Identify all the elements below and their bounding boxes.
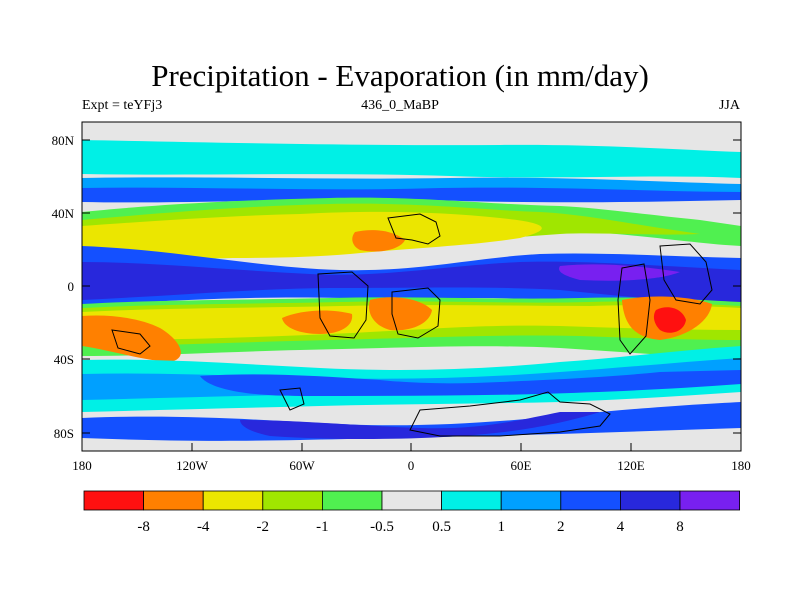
colorbar-label: 0.5 (432, 519, 451, 535)
lon-label-180w: 180 (72, 458, 92, 473)
coastline-antarctica (409, 391, 611, 437)
red-patch-east (653, 307, 686, 333)
orange-patch-west (82, 315, 181, 362)
coastline-continent-4 (617, 263, 651, 355)
blue-band-south (200, 370, 741, 396)
colorbar-label: -0.5 (370, 519, 394, 535)
colorbar-label: 1 (497, 519, 505, 535)
cyan-band-north (82, 140, 741, 178)
longitude-labels: 180 120W 60W 0 60E 120E 180 (72, 458, 751, 473)
colorbar: -8 -4 -2 -1 -0.5 0.5 1 2 4 8 (83, 490, 740, 535)
colorbar-swatch (441, 490, 502, 511)
lat-label-40n: 40N (52, 206, 75, 221)
map-plot-area (82, 122, 741, 451)
lon-label-60w: 60W (289, 458, 315, 473)
lon-label-120e: 120E (617, 458, 645, 473)
orange-patch-north (352, 230, 405, 252)
lat-label-80n: 80N (52, 133, 75, 148)
map-title: Precipitation - Evaporation (in mm/day) (151, 58, 649, 93)
experiment-label: Expt = teYFj3 (82, 98, 163, 113)
lat-label-eq: 0 (68, 279, 75, 294)
lon-label-120w: 120W (176, 458, 209, 473)
orange-patch-south-2 (369, 297, 432, 331)
coastline-outlines (111, 213, 713, 437)
blue-band-antarctic (82, 402, 741, 441)
lat-label-80s: 80S (54, 426, 74, 441)
latitude-labels: 80N 40N 0 40S 80S (52, 133, 75, 441)
lon-label-180e: 180 (731, 458, 751, 473)
latitude-tick-marks (82, 139, 741, 434)
coastline-continent-5 (659, 243, 713, 305)
season-label: JJA (718, 98, 740, 113)
colorbar-label: 8 (676, 519, 684, 535)
colorbar-label: -2 (257, 519, 270, 535)
purple-patch-itcz (559, 264, 680, 281)
colorbar-swatch (381, 490, 442, 511)
colorbar-swatch (500, 490, 562, 511)
lat-label-40s: 40S (54, 352, 74, 367)
colorbar-label: 4 (617, 519, 625, 535)
coastline-continent-6 (111, 329, 151, 355)
colorbar-swatch (560, 490, 621, 511)
colorbar-label: -4 (197, 519, 210, 535)
coastline-continent-1 (387, 213, 441, 245)
time-label: 436_0_MaBP (361, 98, 439, 113)
lon-label-0: 0 (408, 458, 415, 473)
blue-band-north (82, 187, 741, 203)
colorbar-label: -1 (316, 519, 329, 535)
colorbar-swatch (83, 490, 144, 511)
colorbar-swatch (262, 490, 323, 511)
lon-label-60e: 60E (511, 458, 532, 473)
orange-patch-south-1 (282, 310, 353, 334)
coastline-continent-2 (317, 271, 369, 339)
yellow-band-north (82, 211, 542, 258)
coastline-continent-7 (279, 387, 305, 411)
colorbar-label: 2 (557, 519, 565, 535)
colorbar-label: -8 (137, 519, 150, 535)
colorbar-swatch (143, 490, 204, 511)
colorbar-swatch (620, 490, 681, 511)
longitude-tick-marks (81, 443, 742, 451)
colorbar-swatch (679, 490, 740, 511)
colorbar-swatch (321, 490, 383, 511)
colorbar-swatch (202, 490, 264, 511)
darkblue-band-antarctic (240, 412, 600, 439)
coastline-continent-3 (391, 287, 441, 339)
